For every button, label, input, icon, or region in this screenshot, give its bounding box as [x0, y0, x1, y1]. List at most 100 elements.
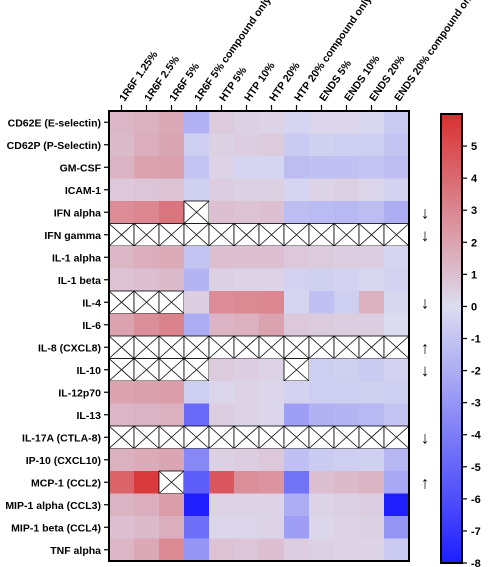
heatmap-cell: [359, 201, 385, 224]
row-label-il-10: IL-10: [76, 365, 101, 377]
heatmap-cell: [259, 246, 285, 269]
heatmap-cell: [309, 291, 335, 314]
heatmap-cell: [259, 133, 285, 157]
missing-cell: [258, 223, 285, 247]
heatmap-cell: [309, 403, 335, 427]
missing-cell: [358, 425, 385, 449]
missing-cell: [383, 335, 410, 359]
down-arrow-annotation: ↓: [421, 361, 430, 380]
heatmap-cell: [134, 133, 160, 157]
colorbar-gradient: [440, 113, 463, 564]
heatmap-cell: [109, 493, 135, 517]
down-arrow-annotation: ↓: [421, 428, 430, 447]
heatmap-cell: [359, 381, 385, 404]
heatmap-cell: [209, 493, 235, 517]
row-label-il-1-beta: IL-1 beta: [58, 275, 101, 287]
colorbar-tick-label: 3: [471, 205, 477, 217]
heatmap-cell: [284, 178, 310, 202]
heatmap-cell: [109, 246, 135, 269]
heatmap-cell: [184, 291, 210, 314]
heatmap-cell: [334, 291, 360, 314]
heatmap-cell: [309, 358, 335, 382]
missing-cell: [158, 470, 185, 494]
missing-cell: [283, 223, 310, 247]
heatmap-cell: [184, 516, 210, 539]
heatmap-cell: [384, 156, 410, 179]
heatmap-cell: [359, 358, 385, 382]
heatmap-cell: [159, 246, 185, 269]
missing-cell: [308, 335, 335, 359]
heatmap-cell: [109, 133, 135, 157]
heatmap-cell: [209, 381, 235, 404]
heatmap-cell: [184, 403, 210, 427]
heatmap-cell: [359, 538, 385, 562]
heatmap-cell: [334, 178, 360, 202]
missing-cell: [133, 335, 160, 359]
heatmap-cell: [184, 111, 210, 134]
heatmap-cell: [259, 538, 285, 562]
missing-cell: [133, 290, 160, 314]
missing-cell: [183, 335, 210, 359]
heatmap-cell: [184, 313, 210, 337]
heatmap-cell: [359, 448, 385, 472]
down-arrow-annotation: ↓: [421, 293, 430, 312]
heatmap-cell: [384, 538, 410, 562]
heatmap-cell: [184, 381, 210, 404]
heatmap-cell: [284, 381, 310, 404]
heatmap-cell: [309, 133, 335, 157]
colorbar-tick-label: 1: [471, 269, 477, 281]
heatmap-cell: [384, 111, 410, 134]
heatmap-cell: [284, 111, 310, 134]
heatmap-cell: [159, 178, 185, 202]
heatmap-cell: [284, 403, 310, 427]
up-arrow-annotation: ↑: [421, 473, 430, 492]
heatmap-cell: [184, 178, 210, 202]
heatmap-cell: [359, 111, 385, 134]
heatmap-cell: [359, 403, 385, 427]
row-label-il-1-alpha: IL-1 alpha: [52, 252, 101, 264]
heatmap-cell: [109, 381, 135, 404]
colorbar-tick-label: 4: [471, 173, 478, 185]
heatmap-cell: [334, 358, 360, 382]
missing-cell: [283, 425, 310, 449]
heatmap-cell: [209, 516, 235, 539]
row-label-il-8-cxcl8: IL-8 (CXCL8): [38, 342, 101, 354]
heatmap-cell: [359, 246, 385, 269]
row-annotations: ↓ ↓ ↓ ↑ ↓ ↓ ↑: [421, 203, 430, 492]
heatmap-cell: [334, 133, 360, 157]
heatmap-cell: [259, 403, 285, 427]
heatmap-cell: [309, 493, 335, 517]
missing-cell: [208, 223, 235, 247]
heatmap-cell: [109, 156, 135, 179]
heatmap-cell: [284, 313, 310, 337]
heatmap-cell: [134, 268, 160, 292]
heatmap-cell: [384, 403, 410, 427]
down-arrow-annotation: ↓: [421, 226, 430, 245]
missing-cell: [308, 223, 335, 247]
row-label-ifn-gamma: IFN gamma: [44, 230, 101, 242]
heatmap-cell: [184, 268, 210, 292]
missing-cell: [108, 335, 135, 359]
missing-cell: [183, 358, 210, 382]
heatmap-cell: [309, 471, 335, 494]
row-label-cd62e-e-selectin: CD62E (E-selectin): [8, 117, 101, 129]
heatmap-cell: [159, 313, 185, 337]
missing-cell: [183, 223, 210, 247]
colorbar: 5 4 3 2 1 0 -1 -2 -3 -4 -5 -6 -7 -8: [440, 113, 482, 567]
heatmap-cell: [159, 156, 185, 179]
missing-cell: [383, 425, 410, 449]
heatmap-cell: [384, 291, 410, 314]
missing-cell: [258, 425, 285, 449]
heatmap-cells: [108, 111, 410, 562]
heatmap-cell: [184, 493, 210, 517]
missing-cell: [108, 223, 135, 247]
colorbar-tick-label: -6: [471, 494, 481, 506]
heatmap-cell: [259, 358, 285, 382]
heatmap-cell: [234, 358, 260, 382]
column-label-ends-20-compound-only: ENDS 20% compound only: [392, 0, 479, 104]
heatmap-cell: [359, 471, 385, 494]
heatmap-cell: [284, 448, 310, 472]
heatmap-cell: [159, 381, 185, 404]
heatmap-cell: [359, 313, 385, 337]
row-label-il-6: IL-6: [82, 320, 101, 332]
